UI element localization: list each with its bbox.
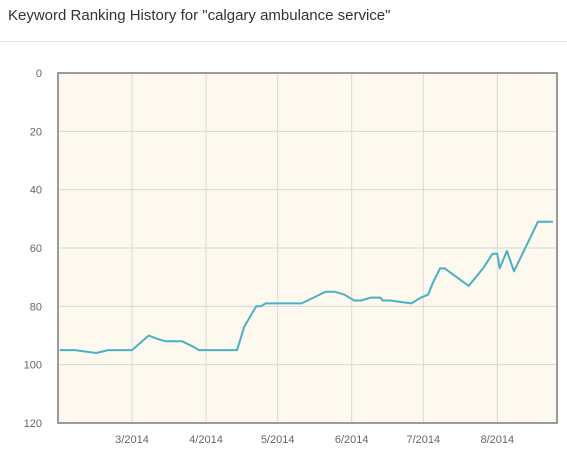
x-tick-label: 3/2014 [115,434,149,446]
x-tick-label: 5/2014 [261,434,295,446]
y-tick-label: 80 [30,301,42,313]
y-tick-label: 40 [30,185,42,197]
x-tick-label: 6/2014 [335,434,369,446]
y-tick-label: 0 [36,68,42,80]
y-tick-label: 20 [30,126,42,138]
chart-title: Keyword Ranking History for "calgary amb… [8,7,391,24]
y-tick-label: 60 [30,243,42,255]
plot-frame [57,72,558,424]
x-axis-ticks: 3/2014 4/2014 5/2014 6/2014 7/2014 8/2014 [115,434,514,446]
x-tick-label: 4/2014 [189,434,223,446]
x-tick-label: 8/2014 [480,434,514,446]
y-tick-label: 120 [24,418,42,430]
gridlines [58,73,557,423]
y-tick-label: 100 [24,360,42,372]
ranking-series-line [59,220,554,354]
title-divider [0,41,567,42]
y-axis-ticks: 0 20 40 60 80 100 120 [24,68,42,430]
x-tick-label: 7/2014 [406,434,440,446]
